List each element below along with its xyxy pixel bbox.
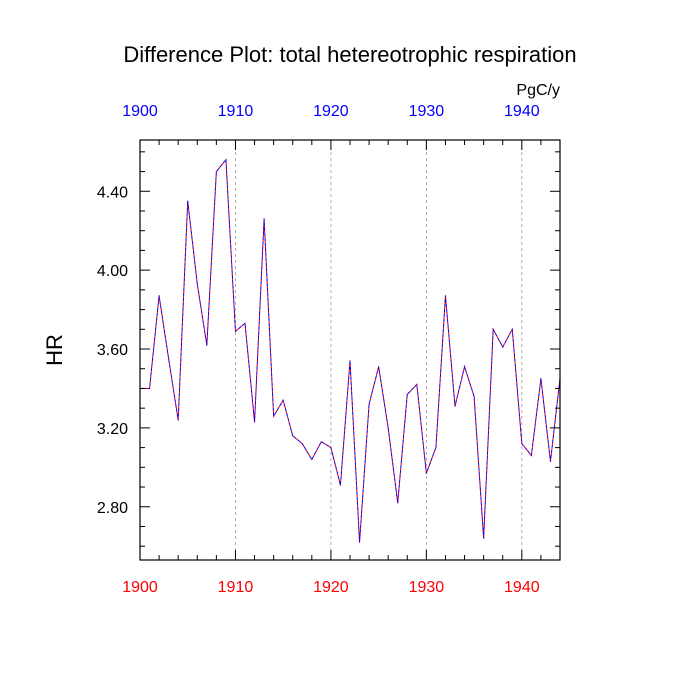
data-point — [177, 419, 179, 421]
plot-frame — [139, 139, 561, 561]
data-point — [549, 460, 552, 463]
x-tick-label-bottom: 1930 — [409, 579, 445, 596]
data-point — [397, 502, 399, 504]
data-point — [187, 200, 189, 202]
x-tick-label-top: 1920 — [313, 103, 349, 120]
data-point — [282, 399, 284, 401]
data-point — [206, 344, 208, 346]
data-point — [425, 472, 427, 474]
chart-title: Difference Plot: total hetereotrophic re… — [123, 42, 576, 67]
data-point — [168, 358, 170, 360]
x-tick-label-top: 1900 — [122, 103, 158, 120]
data-series — [139, 158, 561, 543]
data-point — [292, 435, 294, 437]
data-point — [530, 454, 532, 457]
y-axis-label: HR — [42, 334, 67, 366]
data-point — [301, 443, 303, 445]
data-point — [502, 346, 504, 348]
x-tick-label-bottom: 1900 — [122, 579, 158, 596]
data-point — [444, 295, 447, 297]
series-line-blue — [140, 158, 561, 543]
data-point — [320, 441, 322, 443]
data-point — [158, 295, 160, 297]
x-tick-label-top: 1910 — [218, 103, 254, 120]
series-line-red — [140, 158, 561, 543]
x-tick-label-bottom: 1920 — [313, 579, 349, 596]
data-point — [492, 328, 494, 330]
x-tick-label-bottom: 1940 — [504, 579, 540, 596]
data-point — [339, 484, 342, 486]
data-point — [416, 383, 418, 386]
data-point — [148, 387, 151, 390]
data-point — [196, 283, 198, 285]
units-label: PgC/y — [516, 82, 560, 99]
tick-labels: 1900 1900 1910 1910 1920 1920 1930 1930 1940 1940… — [97, 103, 540, 596]
data-point — [368, 403, 370, 405]
data-point — [387, 427, 389, 429]
data-point — [311, 458, 313, 461]
data-point — [358, 541, 361, 543]
data-point — [263, 218, 265, 220]
data-point — [273, 415, 275, 417]
data-point — [244, 322, 246, 324]
x-tick-label-top: 1930 — [409, 103, 445, 120]
y-tick-label: 3.20 — [97, 421, 128, 438]
data-point — [406, 393, 408, 395]
grid-lines — [235, 140, 523, 560]
data-point — [253, 421, 256, 423]
x-tick-label-top: 1940 — [504, 103, 540, 120]
data-point — [234, 330, 237, 332]
data-point — [454, 405, 456, 407]
y-tick-label: 4.40 — [97, 184, 128, 201]
data-point — [511, 328, 513, 330]
x-tick-label-bottom: 1910 — [218, 579, 254, 596]
data-point — [349, 360, 351, 362]
data-point — [483, 537, 485, 539]
data-point — [215, 170, 217, 173]
data-point — [225, 159, 227, 161]
data-point — [378, 366, 380, 368]
data-point — [330, 447, 332, 449]
y-tick-label: 4.00 — [97, 263, 128, 280]
axis-ticks — [139, 140, 561, 560]
data-point — [473, 395, 475, 397]
data-point — [435, 447, 437, 449]
data-point — [540, 377, 542, 380]
y-tick-label: 2.80 — [97, 500, 128, 517]
y-tick-label: 3.60 — [97, 342, 128, 359]
data-point — [521, 443, 523, 445]
data-point — [463, 366, 466, 368]
